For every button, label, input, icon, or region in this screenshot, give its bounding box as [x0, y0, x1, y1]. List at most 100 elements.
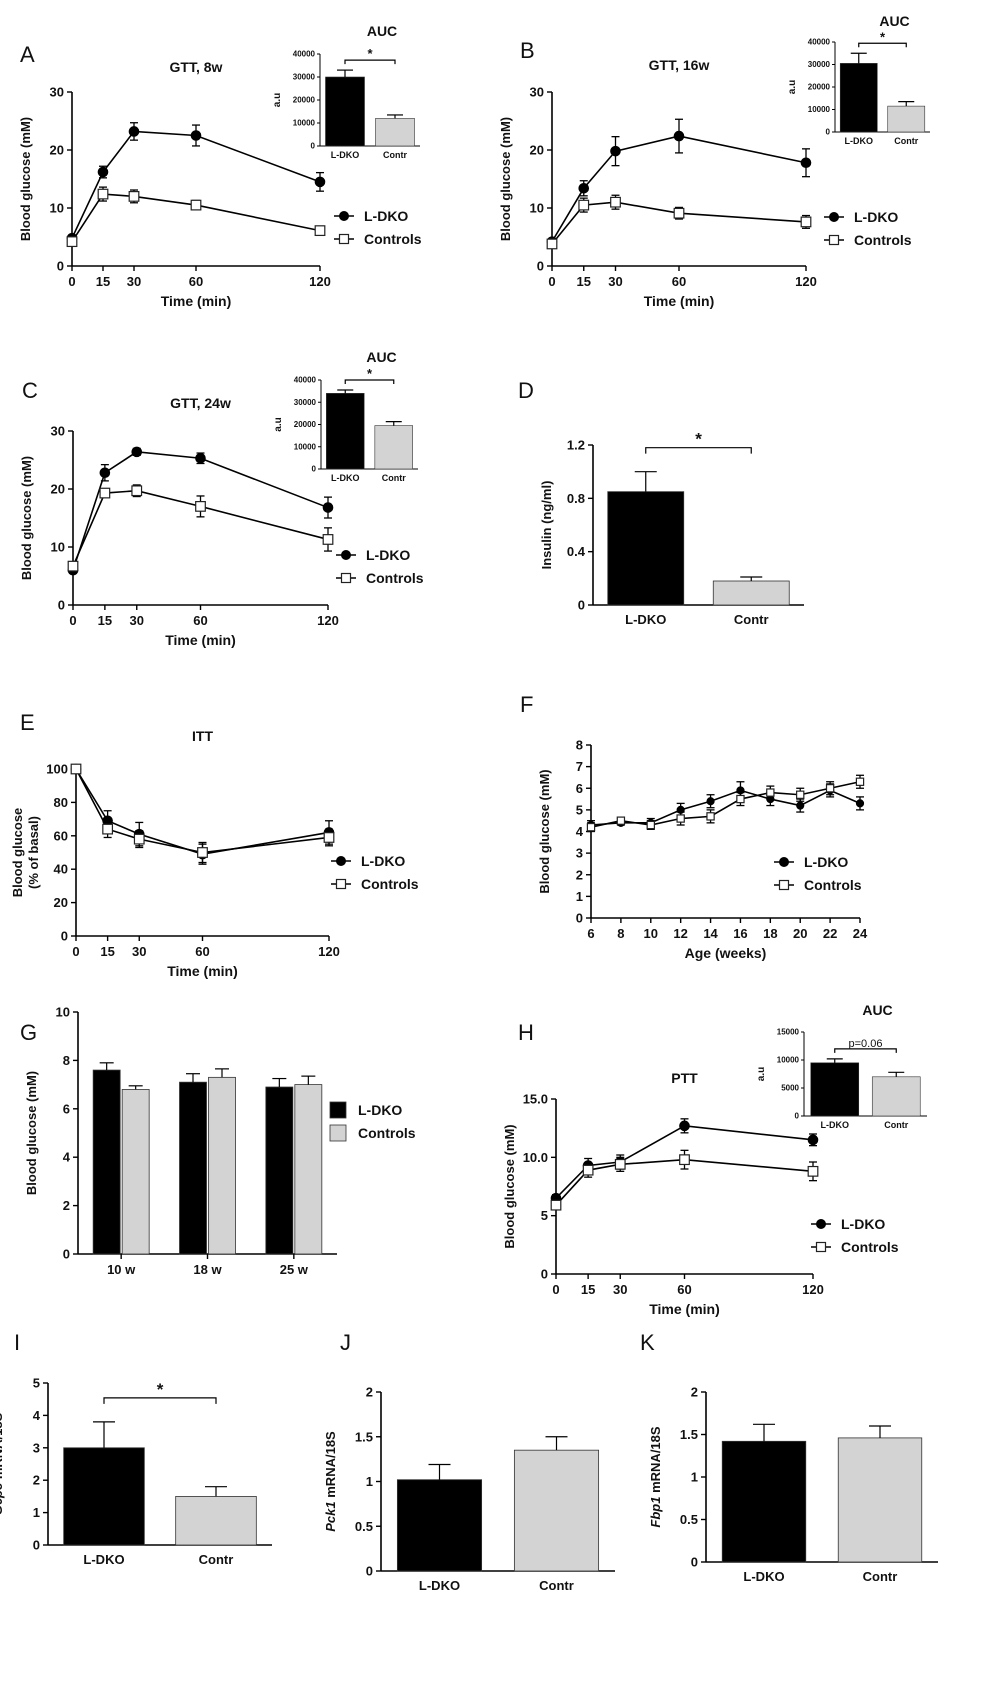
y-axis-label-unit: mRNA/18S [323, 1431, 338, 1501]
x-tick-label: Contr [539, 1578, 574, 1593]
y-tick-label: 10 [51, 540, 65, 555]
data-point [314, 225, 326, 237]
panel-letter: J [340, 1330, 351, 1355]
data-point [339, 211, 349, 221]
data-point [616, 816, 626, 825]
panel-title: AUC [367, 23, 397, 39]
y-tick-label: 4 [33, 1408, 41, 1423]
legend-label: L-DKO [841, 1216, 885, 1232]
y-tick-label: 3 [576, 846, 583, 861]
data-point [195, 452, 206, 464]
y-tick-label: 3 [33, 1440, 40, 1455]
x-tick-label: 0 [68, 274, 75, 289]
bar [513, 1449, 600, 1572]
y-axis-label-unit: mRNA/18S [648, 1426, 663, 1496]
data-point [614, 1158, 626, 1170]
panel-K: 0 0.5 1 1.5 2 L-DKO Contr Fbp1 mRNA/18S K [640, 1330, 938, 1584]
x-tick-label: 15 [98, 613, 112, 628]
x-tick-label: 18 w [193, 1262, 222, 1277]
y-tick-label: 20 [51, 482, 65, 497]
y-tick-label: 15.0 [523, 1092, 548, 1107]
panel-G: 0 2 4 6 8 10 10 w 18 w 25 w Blood glucose (mM) G L-… [20, 1005, 416, 1278]
data-point [610, 196, 621, 208]
y-tick-label: 2 [576, 867, 583, 882]
y-tick-label: 0 [576, 911, 583, 926]
panel-letter: C [22, 378, 38, 403]
legend-label: Controls [854, 232, 912, 248]
data-point [706, 797, 715, 806]
data-point [102, 823, 114, 835]
y-tick-label: 5 [576, 802, 583, 817]
x-tick-label: 14 [703, 926, 718, 941]
data-point [816, 1219, 826, 1229]
data-point [550, 1199, 562, 1211]
y-tick-label: 2 [33, 1473, 40, 1488]
y-tick-label: 60 [54, 828, 68, 843]
y-tick-label: 7 [576, 759, 583, 774]
y-axis-label: Pck1 mRNA/18S [323, 1431, 338, 1532]
y-tick-label: 0.4 [567, 544, 586, 559]
series-line [590, 780, 861, 828]
x-tick-label: 8 [617, 926, 624, 941]
data-point [582, 1164, 594, 1176]
x-tick-label: L-DKO [331, 473, 360, 483]
bar [374, 425, 413, 470]
x-axis-label: Time (min) [161, 293, 232, 309]
y-tick-label: 2 [366, 1385, 373, 1400]
bar [712, 580, 790, 606]
significance-label: * [157, 1380, 164, 1399]
x-tick-label: 60 [677, 1282, 691, 1297]
y-tick-label: 8 [63, 1053, 70, 1068]
legend-label: L-DKO [364, 208, 408, 224]
bar [810, 1062, 860, 1117]
y-axis-label: Blood glucose (mM) [19, 456, 34, 580]
y-tick-label: 6 [576, 781, 583, 796]
y-tick-label: 1 [366, 1474, 373, 1489]
y-axis-label-gene: Fbp1 [648, 1497, 663, 1528]
data-point [829, 212, 839, 222]
y-tick-label: 0 [312, 465, 317, 474]
significance-bracket [344, 59, 396, 65]
legend-label: L-DKO [358, 1102, 402, 1118]
y-axis-label: a.u [756, 1067, 767, 1081]
y-tick-label: 1 [691, 1470, 698, 1485]
x-tick-label: 15 [96, 274, 110, 289]
panel-B-auc: 0 10000 20000 30000 40000 L-DKO Contr a.u AUC* [787, 13, 930, 146]
y-tick-label: 20 [530, 143, 544, 158]
y-tick-label: 0 [33, 1538, 40, 1553]
data-point [796, 790, 805, 799]
x-tick-label: Contr [884, 1120, 908, 1130]
x-tick-label: 30 [127, 274, 141, 289]
y-axis-label: a.u [273, 417, 284, 431]
x-tick-label: 25 w [280, 1262, 309, 1277]
data-point [646, 820, 655, 830]
significance-bracket [103, 1397, 217, 1404]
panel-title: AUC [879, 13, 909, 29]
y-axis-label-gene: G6pc [0, 1482, 5, 1515]
y-tick-label: 4 [576, 824, 584, 839]
bar [721, 1440, 807, 1563]
y-tick-label: 0 [537, 259, 544, 274]
panel-title: PTT [671, 1070, 698, 1086]
data-point [679, 1120, 690, 1132]
data-point [766, 788, 775, 797]
panel-letter: E [20, 710, 35, 735]
x-tick-label: L-DKO [419, 1578, 460, 1593]
data-point [706, 812, 715, 821]
data-point [825, 784, 835, 793]
bar [326, 393, 365, 470]
data-point [195, 501, 206, 512]
y-tick-label: 20000 [294, 420, 317, 429]
x-axis-label: Time (min) [644, 293, 715, 309]
legend-swatch [329, 1101, 347, 1119]
legend-label: Controls [361, 876, 419, 892]
data-point [800, 216, 812, 228]
bar [92, 1069, 121, 1255]
panel-D: 0 0.4 0.8 1.2 L-DKO Contr Insulin (ng/ml) D * [518, 378, 804, 627]
y-tick-label: 40000 [808, 38, 831, 47]
significance-label: p=0.06 [849, 1038, 883, 1050]
y-tick-label: 30 [530, 85, 544, 100]
y-tick-label: 40 [54, 862, 68, 877]
x-tick-label: 60 [189, 274, 203, 289]
x-tick-label: 120 [318, 944, 340, 959]
